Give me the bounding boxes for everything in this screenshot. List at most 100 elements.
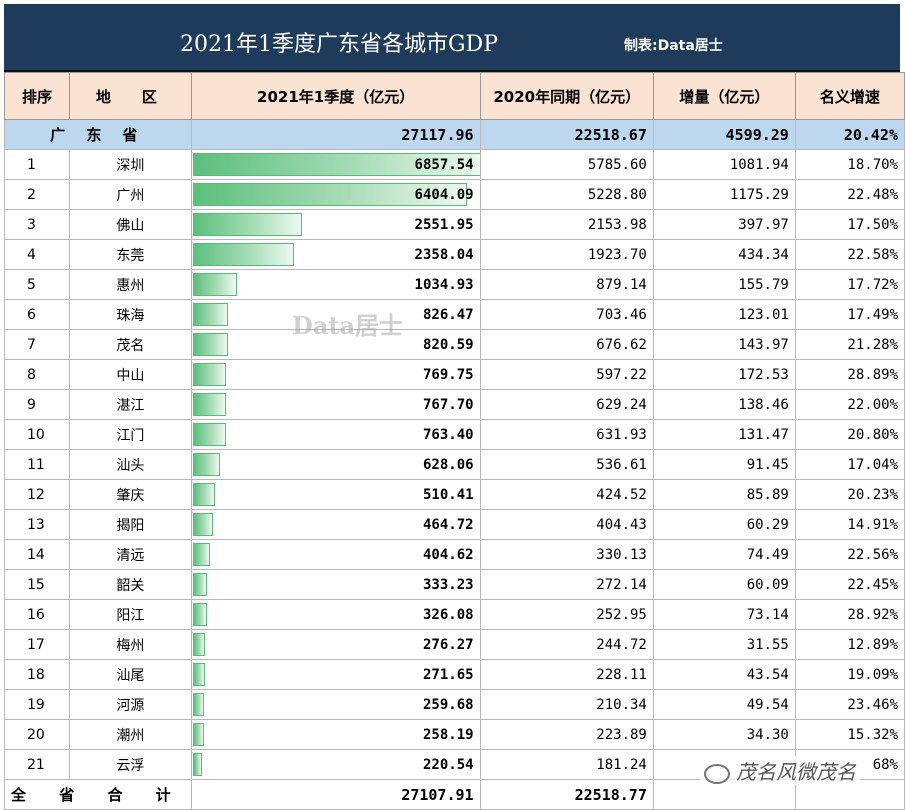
gdp-bar xyxy=(192,183,467,206)
q1-2020-cell: 210.34 xyxy=(479,689,654,720)
table-row: 15 韶关 333.23 272.14 60.09 22.45% xyxy=(3,569,905,600)
q1-2020-cell: 330.13 xyxy=(479,539,654,570)
gdp-bar xyxy=(192,663,205,686)
table-row: 9 湛江 767.70 629.24 138.46 22.00% xyxy=(3,389,905,420)
gdp-value-label: 510.41 xyxy=(422,486,474,503)
gdp-value-label: 1034.93 xyxy=(414,276,474,293)
increase-cell: 1175.29 xyxy=(652,179,796,210)
city-cell: 江门 xyxy=(69,419,192,450)
city-cell: 茂名 xyxy=(69,329,192,360)
growth-cell: 18.70% xyxy=(794,149,905,180)
city-cell: 中山 xyxy=(69,359,192,390)
city-cell: 阳江 xyxy=(69,599,192,630)
city-cell: 韶关 xyxy=(69,569,192,600)
rank-cell: 12 xyxy=(3,479,71,510)
table-row: 16 阳江 326.08 252.95 73.14 28.92% xyxy=(3,599,905,630)
city-cell: 佛山 xyxy=(69,209,192,240)
growth-cell: 21.28% xyxy=(794,329,905,360)
rank-cell: 1 xyxy=(3,149,71,180)
q1-2021-cell: 769.75 xyxy=(190,359,481,390)
rank-cell: 7 xyxy=(3,329,71,360)
rank-cell: 3 xyxy=(3,209,71,240)
city-cell: 潮州 xyxy=(69,719,192,750)
table-row: 18 汕尾 271.65 228.11 43.54 19.09% xyxy=(3,659,905,690)
q1-2021-cell: 1034.93 xyxy=(190,269,481,300)
wechat-mark-text: 茂名风微茂名 xyxy=(736,760,856,784)
rank-cell: 18 xyxy=(3,659,71,690)
province-q1-2021: 27117.96 xyxy=(190,119,481,150)
q1-2020-cell: 272.14 xyxy=(479,569,654,600)
growth-cell: 28.89% xyxy=(794,359,905,390)
header-row: 排序 地 区 2021年1季度（亿元） 2020年同期（亿元） 增量（亿元） 名… xyxy=(3,72,905,120)
gdp-value-label: 464.72 xyxy=(422,516,474,533)
q1-2020-cell: 629.24 xyxy=(479,389,654,420)
gdp-value-label: 767.70 xyxy=(422,396,474,413)
growth-cell: 17.72% xyxy=(794,269,905,300)
header-q1-2020: 2020年同期（亿元） xyxy=(479,72,654,120)
q1-2020-cell: 536.61 xyxy=(479,449,654,480)
wechat-icon xyxy=(704,763,730,784)
gdp-table: 排序 地 区 2021年1季度（亿元） 2020年同期（亿元） 增量（亿元） 名… xyxy=(3,72,905,810)
growth-cell: 20.23% xyxy=(794,479,905,510)
increase-cell: 73.14 xyxy=(652,599,796,630)
city-cell: 深圳 xyxy=(69,149,192,180)
gdp-value-label: 404.62 xyxy=(422,546,474,563)
increase-cell: 49.54 xyxy=(652,689,796,720)
table-row: 19 河源 259.68 210.34 49.54 23.46% xyxy=(3,689,905,720)
q1-2021-cell: 510.41 xyxy=(190,479,481,510)
q1-2020-cell: 181.24 xyxy=(479,749,654,780)
q1-2020-cell: 252.95 xyxy=(479,599,654,630)
q1-2021-cell: 826.47 xyxy=(190,299,481,330)
rank-cell: 8 xyxy=(3,359,71,390)
increase-cell: 60.29 xyxy=(652,509,796,540)
gdp-bar xyxy=(192,243,294,266)
table-row: 1 深圳 6857.54 5785.60 1081.94 18.70% xyxy=(3,149,905,180)
increase-cell: 155.79 xyxy=(652,269,796,300)
gdp-value-label: 628.06 xyxy=(422,456,474,473)
rank-cell: 11 xyxy=(3,449,71,480)
table-row: 13 揭阳 464.72 404.43 60.29 14.91% xyxy=(3,509,905,540)
city-cell: 东莞 xyxy=(69,239,192,270)
growth-cell: 20.80% xyxy=(794,419,905,450)
q1-2020-cell: 676.62 xyxy=(479,329,654,360)
rank-cell: 6 xyxy=(3,299,71,330)
header-rank: 排序 xyxy=(3,72,71,120)
q1-2021-cell: 6857.54 xyxy=(190,149,481,180)
increase-cell: 138.46 xyxy=(652,389,796,420)
table-row: 11 汕头 628.06 536.61 91.45 17.04% xyxy=(3,449,905,480)
growth-cell: 23.46% xyxy=(794,689,905,720)
city-cell: 湛江 xyxy=(69,389,192,420)
increase-cell: 74.49 xyxy=(652,539,796,570)
increase-cell: 1081.94 xyxy=(652,149,796,180)
credit-label: 制表:Data居士 xyxy=(624,38,723,54)
increase-cell: 143.97 xyxy=(652,329,796,360)
increase-cell: 31.55 xyxy=(652,629,796,660)
header-region: 地 区 xyxy=(69,72,192,120)
q1-2021-cell: 628.06 xyxy=(190,449,481,480)
province-name: 广 东 省 xyxy=(4,119,192,150)
q1-2020-cell: 631.93 xyxy=(479,419,654,450)
increase-cell: 123.01 xyxy=(652,299,796,330)
gdp-bar xyxy=(192,693,204,716)
growth-cell: 22.58% xyxy=(794,239,905,270)
rank-cell: 10 xyxy=(3,419,71,450)
city-cell: 珠海 xyxy=(69,299,192,330)
gdp-bar xyxy=(192,603,207,626)
table-row: 2 广州 6404.09 5228.80 1175.29 22.48% xyxy=(3,179,905,210)
gdp-value-label: 6404.09 xyxy=(414,186,474,203)
q1-2020-cell: 879.14 xyxy=(479,269,654,300)
increase-cell: 43.54 xyxy=(652,659,796,690)
header-q1-2021: 2021年1季度（亿元） xyxy=(190,72,481,120)
rank-cell: 9 xyxy=(3,389,71,420)
gdp-value-label: 333.23 xyxy=(422,576,474,593)
gdp-bar xyxy=(192,333,228,356)
city-cell: 河源 xyxy=(69,689,192,720)
q1-2020-cell: 424.52 xyxy=(479,479,654,510)
gdp-bar xyxy=(192,393,226,416)
increase-cell: 434.34 xyxy=(652,239,796,270)
gdp-value-label: 769.75 xyxy=(422,366,474,383)
growth-cell: 17.04% xyxy=(794,449,905,480)
city-cell: 肇庆 xyxy=(69,479,192,510)
q1-2021-cell: 220.54 xyxy=(190,749,481,780)
gdp-bar xyxy=(192,633,205,656)
